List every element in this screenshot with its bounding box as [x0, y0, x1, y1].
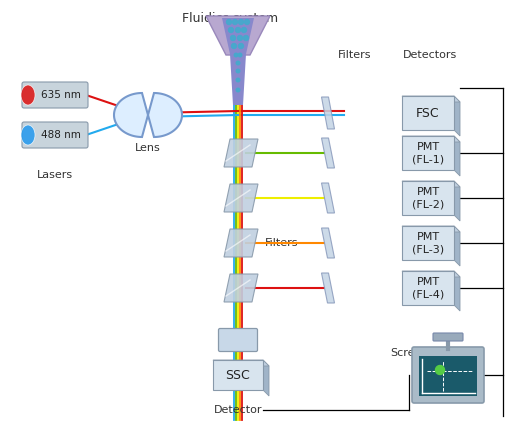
Polygon shape — [402, 271, 460, 277]
Polygon shape — [114, 93, 182, 137]
Polygon shape — [402, 181, 460, 187]
Text: Screen: Screen — [390, 348, 428, 358]
Polygon shape — [224, 229, 258, 257]
FancyBboxPatch shape — [412, 347, 484, 403]
Circle shape — [228, 27, 234, 33]
Polygon shape — [321, 183, 334, 213]
Polygon shape — [454, 136, 460, 176]
Text: 635 nm: 635 nm — [41, 90, 81, 100]
Polygon shape — [321, 138, 334, 168]
Text: Detector: Detector — [214, 405, 262, 415]
Text: Filters: Filters — [338, 50, 372, 60]
Polygon shape — [454, 96, 460, 136]
Circle shape — [233, 19, 237, 25]
Polygon shape — [402, 136, 460, 142]
Bar — [402, 271, 454, 305]
Text: Lasers: Lasers — [37, 170, 73, 180]
FancyBboxPatch shape — [22, 122, 88, 148]
FancyBboxPatch shape — [22, 82, 88, 108]
Polygon shape — [321, 97, 334, 129]
Polygon shape — [213, 360, 269, 366]
Text: FSC: FSC — [416, 106, 440, 120]
Text: SSC: SSC — [226, 369, 250, 381]
Circle shape — [236, 61, 240, 65]
Polygon shape — [230, 54, 246, 105]
Polygon shape — [222, 18, 254, 54]
Text: PMT
(FL-1): PMT (FL-1) — [412, 142, 444, 164]
Text: PMT
(FL-2): PMT (FL-2) — [412, 187, 444, 209]
Polygon shape — [402, 96, 460, 102]
Circle shape — [237, 36, 243, 40]
Bar — [419, 356, 477, 396]
Ellipse shape — [21, 125, 35, 145]
Polygon shape — [224, 274, 258, 302]
Polygon shape — [402, 226, 460, 232]
Circle shape — [242, 27, 247, 33]
FancyBboxPatch shape — [433, 333, 463, 341]
Polygon shape — [454, 181, 460, 221]
Polygon shape — [454, 226, 460, 266]
Circle shape — [236, 78, 240, 82]
Text: Filters: Filters — [265, 238, 299, 248]
Circle shape — [238, 53, 242, 57]
Bar — [402, 96, 454, 130]
Circle shape — [232, 44, 236, 48]
Text: Lens: Lens — [135, 143, 161, 153]
Text: PMT
(FL-3): PMT (FL-3) — [412, 232, 444, 254]
Text: PMT
(FL-4): PMT (FL-4) — [412, 277, 444, 299]
Bar — [402, 181, 454, 215]
Circle shape — [236, 69, 240, 73]
Text: Detectors: Detectors — [403, 50, 457, 60]
Circle shape — [236, 27, 240, 33]
Polygon shape — [454, 271, 460, 311]
Bar — [213, 360, 263, 390]
Ellipse shape — [21, 85, 35, 105]
Polygon shape — [321, 228, 334, 258]
Polygon shape — [224, 139, 258, 167]
Bar — [402, 226, 454, 260]
Circle shape — [238, 44, 244, 48]
Circle shape — [236, 88, 240, 92]
Circle shape — [230, 36, 236, 40]
Circle shape — [234, 53, 238, 57]
Polygon shape — [321, 273, 334, 303]
Circle shape — [436, 366, 445, 374]
Circle shape — [238, 19, 244, 25]
Circle shape — [244, 36, 248, 40]
Circle shape — [226, 19, 232, 25]
Polygon shape — [263, 360, 269, 396]
FancyBboxPatch shape — [218, 329, 257, 352]
Polygon shape — [224, 184, 258, 212]
Circle shape — [245, 19, 249, 25]
Text: 488 nm: 488 nm — [41, 130, 81, 140]
Text: Fluidics system: Fluidics system — [182, 12, 278, 25]
Polygon shape — [206, 16, 270, 55]
Bar — [402, 136, 454, 170]
